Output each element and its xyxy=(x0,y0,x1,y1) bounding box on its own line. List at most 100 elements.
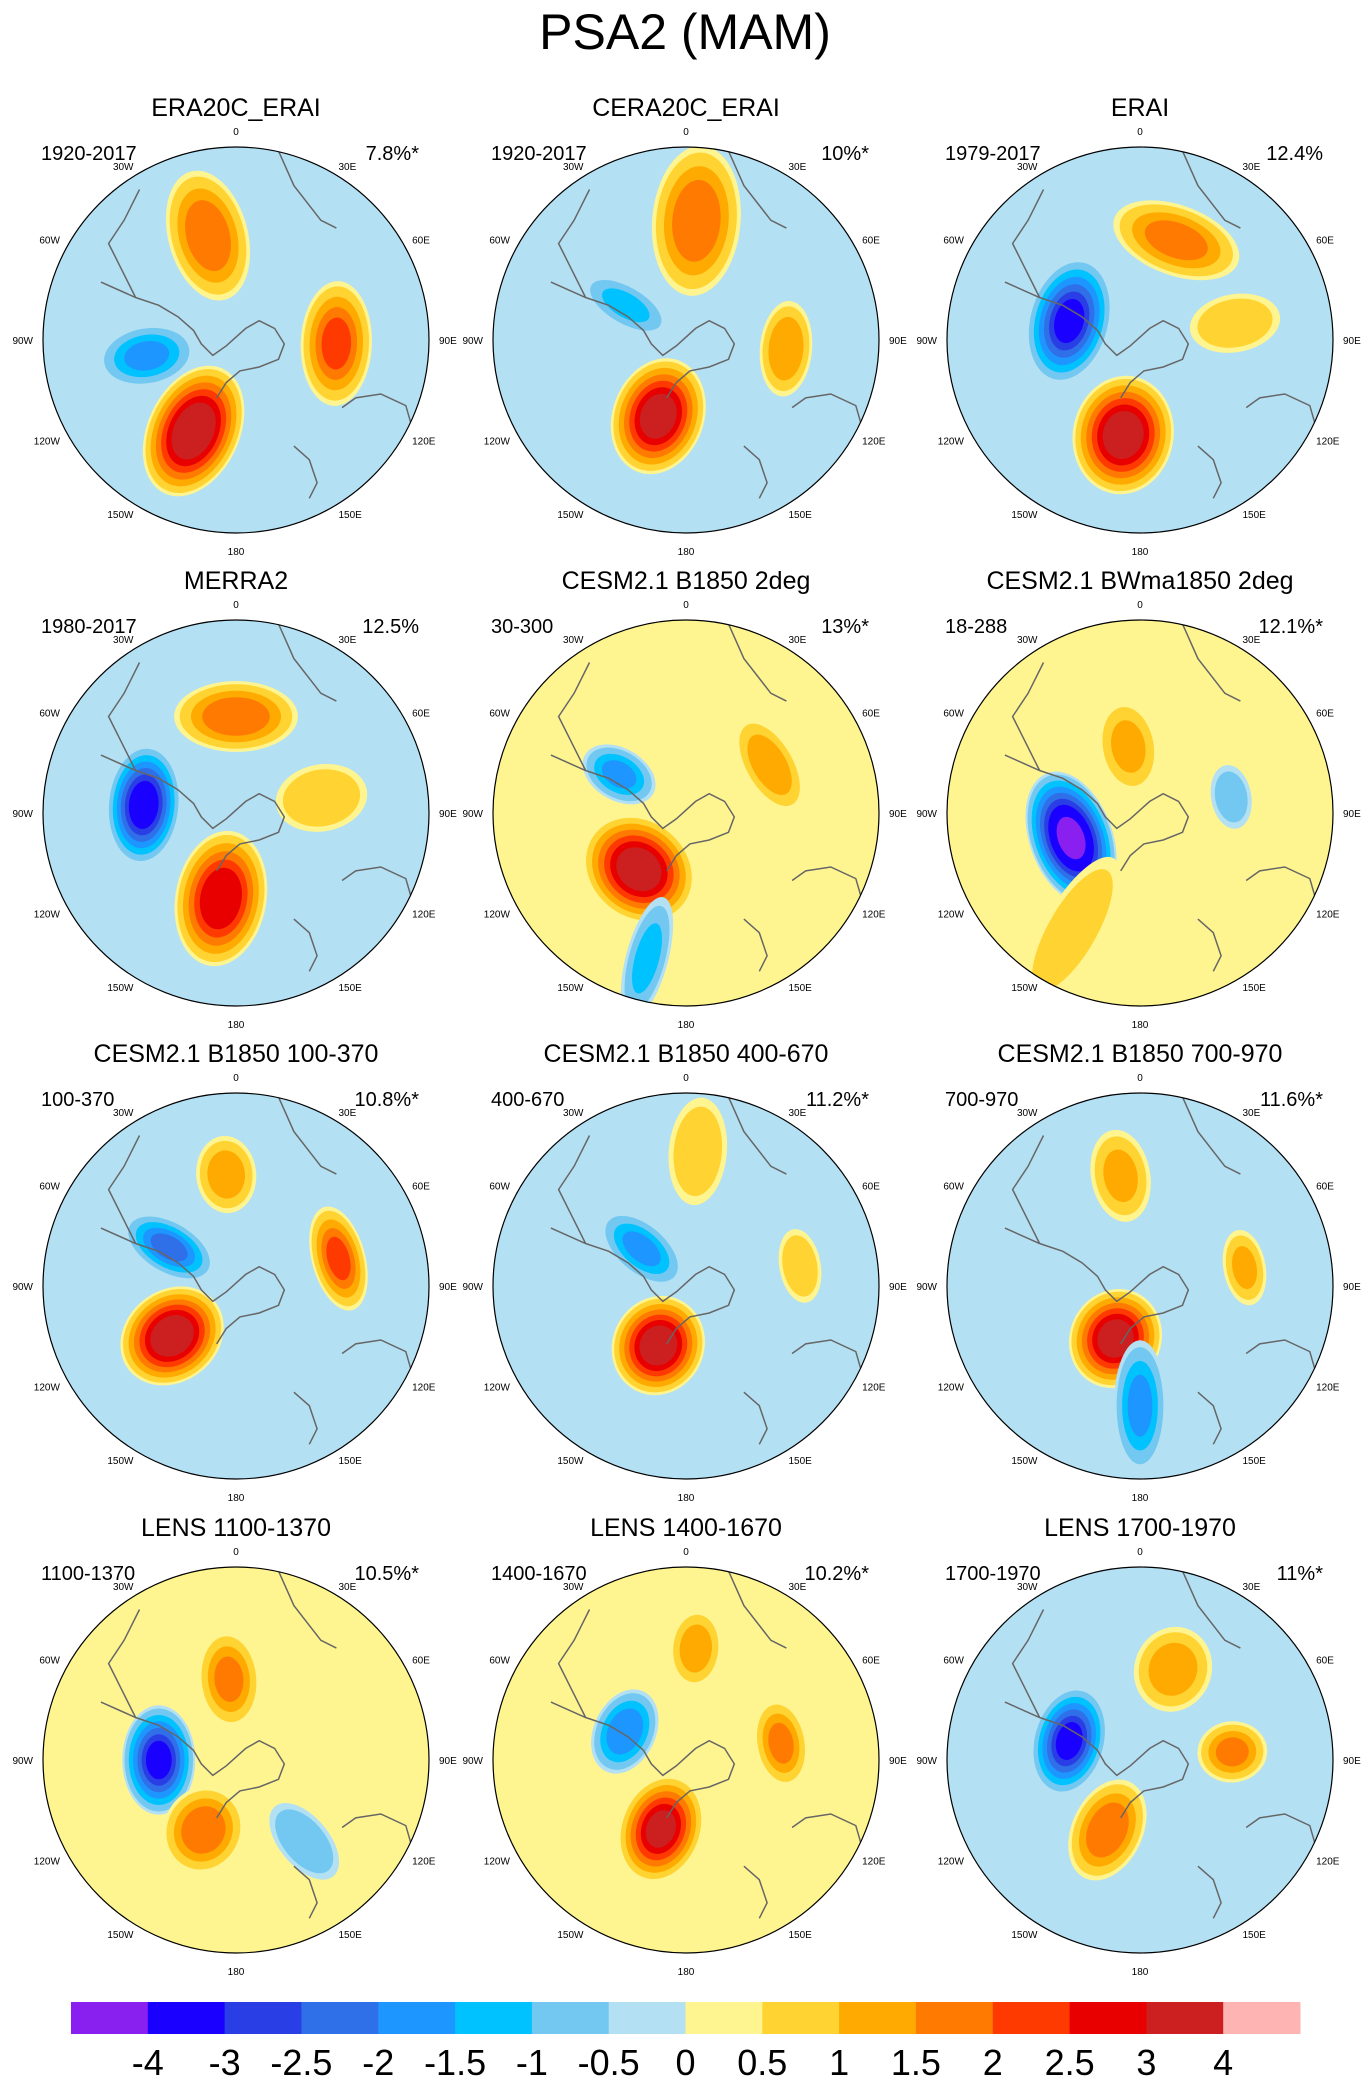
coastline xyxy=(557,1135,591,1244)
longitude-label: 180 xyxy=(228,1967,245,1978)
anomaly-field xyxy=(43,1093,429,1479)
contour-band xyxy=(150,1315,194,1357)
map-boundary xyxy=(946,1092,1334,1480)
contour-band xyxy=(171,402,216,460)
map-background xyxy=(43,1567,429,1953)
coastline xyxy=(1181,1096,1241,1175)
coastline xyxy=(100,1227,286,1345)
period-label: 1400-1670 xyxy=(491,1563,587,1585)
longitude-label: 180 xyxy=(1132,1967,1149,1978)
coastline xyxy=(743,1865,768,1919)
panel: 0 30E 60E 90E 120E 150E 180 150W 120W 90W 60W 30W ER… xyxy=(916,94,1361,558)
map-boundary xyxy=(42,1092,430,1480)
longitude-label: 180 xyxy=(1132,1493,1149,1504)
longitude-label: 150E xyxy=(789,1456,813,1467)
longitude-label: 90E xyxy=(889,809,907,820)
longitude-label: 180 xyxy=(678,1967,695,1978)
longitude-label: 30W xyxy=(563,162,584,173)
longitude-label: 90E xyxy=(439,336,457,347)
variance-label: 11%* xyxy=(1277,1563,1324,1585)
longitude-label: 120W xyxy=(34,437,61,448)
map-background xyxy=(43,620,429,1006)
longitude-label: 90E xyxy=(439,1282,457,1293)
coastline xyxy=(743,1391,768,1445)
coastline xyxy=(277,150,337,229)
longitude-label: 150E xyxy=(339,1456,363,1467)
longitude-label: 120W xyxy=(938,910,965,921)
longitude-label: 90E xyxy=(889,1756,907,1767)
longitude-label: 30W xyxy=(113,162,134,173)
longitude-label: 60W xyxy=(943,1656,964,1667)
longitude-label: 120E xyxy=(412,1857,436,1868)
coastline xyxy=(1245,866,1319,906)
longitude-label: 30W xyxy=(1017,162,1038,173)
coastline xyxy=(550,281,736,399)
contour-band xyxy=(616,847,662,892)
map-boundary xyxy=(42,619,430,1007)
longitude-label: 0 xyxy=(1137,1547,1143,1558)
panel: 0 30E 60E 90E 120E 150E 180 150W 120W 90W 60W 30W LE… xyxy=(12,1514,457,1978)
longitude-label: 150W xyxy=(107,983,134,994)
coastline xyxy=(107,1135,141,1244)
longitude-label: 60E xyxy=(1316,1656,1334,1667)
contour-band xyxy=(672,179,721,262)
longitude-label: 150E xyxy=(339,510,363,521)
contour-band xyxy=(768,1722,794,1764)
coastline xyxy=(341,866,415,906)
longitude-label: 30E xyxy=(339,635,357,646)
longitude-label: 90E xyxy=(439,1756,457,1767)
longitude-label: 60W xyxy=(489,236,510,247)
longitude-label: 0 xyxy=(233,1073,239,1084)
longitude-label: 60W xyxy=(489,1182,510,1193)
longitude-label: 30E xyxy=(1243,162,1261,173)
contour-band xyxy=(1097,1319,1134,1358)
contour-band xyxy=(185,200,231,272)
coastline xyxy=(727,150,787,229)
anomaly-field xyxy=(947,620,1333,1006)
map-background xyxy=(493,147,879,533)
map-boundary xyxy=(492,1566,880,1954)
longitude-label: 30E xyxy=(1243,635,1261,646)
contour-band xyxy=(128,780,159,829)
longitude-label: 150E xyxy=(1243,1930,1267,1941)
map-background xyxy=(947,620,1333,1006)
coastline xyxy=(1011,189,1045,298)
contour-band xyxy=(1215,1737,1249,1767)
coastline xyxy=(791,1339,865,1379)
longitude-label: 90W xyxy=(462,1756,483,1767)
contour-band xyxy=(321,317,352,370)
longitude-label: 30W xyxy=(113,1582,134,1593)
longitude-label: 90E xyxy=(1343,336,1361,347)
panel-title: LENS 1400-1670 xyxy=(590,1514,782,1542)
coastline xyxy=(557,662,591,771)
coastline xyxy=(550,1701,736,1819)
coastline xyxy=(341,1339,415,1379)
contour-band xyxy=(632,923,662,994)
longitude-label: 150W xyxy=(1011,1456,1038,1467)
longitude-label: 60E xyxy=(412,1656,430,1667)
contour-band xyxy=(1144,220,1208,261)
longitude-label: 150E xyxy=(789,983,813,994)
longitude-label: 180 xyxy=(678,1020,695,1031)
map-background xyxy=(43,147,429,533)
period-label: 400-670 xyxy=(491,1089,564,1111)
longitude-label: 30E xyxy=(789,1582,807,1593)
contour-band xyxy=(601,760,637,789)
contour-band xyxy=(1148,1642,1198,1696)
variance-label: 11.2%* xyxy=(806,1089,869,1111)
variance-label: 10.2%* xyxy=(805,1563,870,1585)
longitude-label: 120W xyxy=(938,1383,965,1394)
panel: 0 30E 60E 90E 120E 150E 180 150W 120W 90W 60W 30W CE… xyxy=(916,567,1361,1031)
longitude-label: 60E xyxy=(862,236,880,247)
longitude-label: 60E xyxy=(412,709,430,720)
longitude-label: 150E xyxy=(789,1930,813,1941)
longitude-label: 150E xyxy=(1243,510,1267,521)
longitude-label: 30E xyxy=(1243,1108,1261,1119)
longitude-label: 90E xyxy=(889,1282,907,1293)
longitude-label: 120E xyxy=(862,437,886,448)
map-boundary xyxy=(42,1566,430,1954)
longitude-label: 120W xyxy=(484,1857,511,1868)
variance-label: 13%* xyxy=(821,616,869,638)
coastline xyxy=(791,866,865,906)
period-label: 1979-2017 xyxy=(945,143,1041,165)
